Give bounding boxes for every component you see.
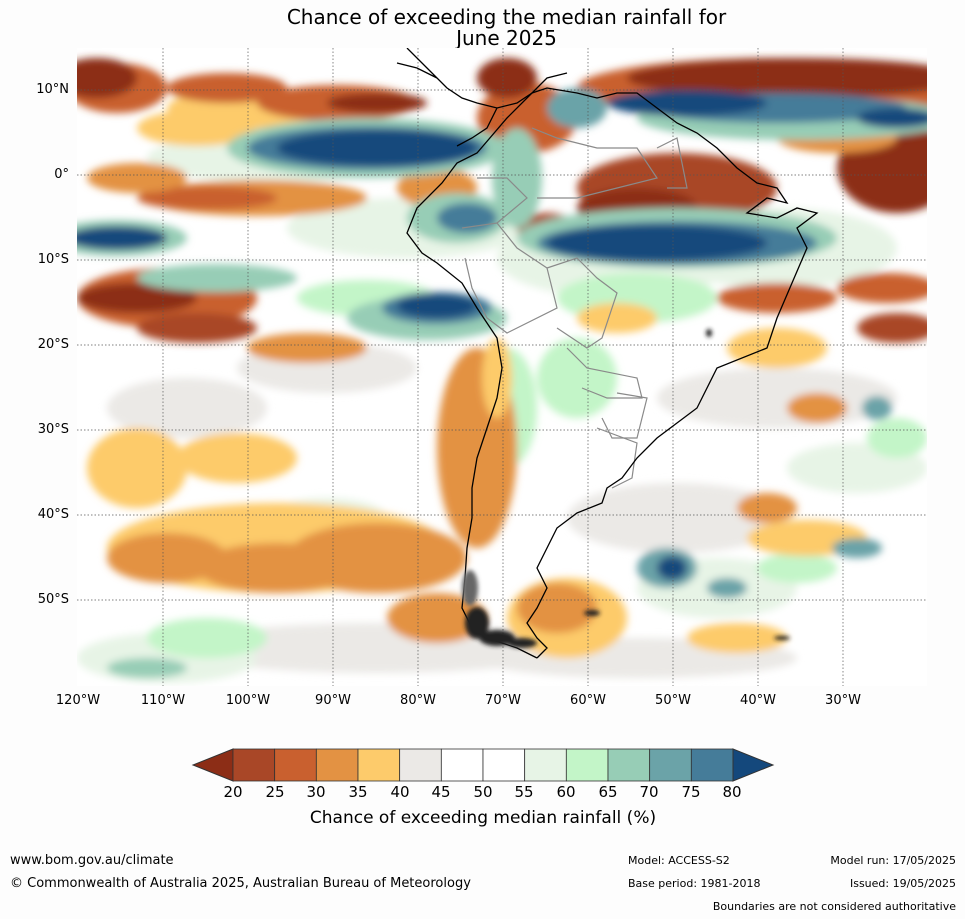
lon-label-100w: 100°W	[225, 693, 271, 708]
rainfall-field	[77, 58, 927, 683]
colorbar-tick-65: 65	[598, 783, 618, 801]
copyright-notice: © Commonwealth of Australia 2025, Austra…	[10, 876, 471, 891]
lat-label-10n: 10°N	[36, 82, 69, 97]
lon-label-30w: 30°W	[825, 693, 861, 708]
colorbar-segment	[482, 748, 526, 782]
base-period: Base period: 1981-2018	[628, 877, 761, 890]
colorbar-tick-60: 60	[556, 783, 576, 801]
map-canvas	[77, 48, 927, 686]
colorbar-segment	[274, 748, 317, 782]
lat-label-10s: 10°S	[37, 252, 69, 267]
colorbar-tick-80: 80	[722, 783, 742, 801]
lon-label-80w: 80°W	[400, 693, 436, 708]
colorbar-tick-45: 45	[431, 783, 451, 801]
lat-label-0: 0°	[54, 167, 69, 182]
model-name: Model: ACCESS-S2	[628, 854, 730, 867]
lon-label-60w: 60°W	[570, 693, 606, 708]
colorbar-segment	[690, 748, 734, 782]
colorbar-segment	[357, 748, 401, 782]
colorbar-segment	[607, 748, 651, 782]
lat-label-30s: 30°S	[37, 422, 69, 437]
colorbar-segment	[232, 748, 276, 782]
colorbar-tick-35: 35	[348, 783, 368, 801]
lon-label-90w: 90°W	[315, 693, 351, 708]
colorbar-segment	[399, 748, 442, 782]
colorbar-segment	[440, 748, 484, 782]
coastline	[396, 48, 819, 659]
lon-label-110w: 110°W	[140, 693, 186, 708]
colorbar-tick-20: 20	[223, 783, 243, 801]
map-title-line-2: June 2025	[456, 26, 557, 50]
boundaries-disclaimer: Boundaries are not considered authoritat…	[712, 900, 956, 913]
colorbar-segment	[524, 748, 567, 782]
graticule	[77, 48, 927, 686]
colorbar-tick-30: 30	[306, 783, 326, 801]
lat-label-50s: 50°S	[37, 592, 69, 607]
map-title-line-1: Chance of exceeding the median rainfall …	[286, 5, 727, 29]
country-boundaries	[461, 127, 688, 489]
colorbar-legend	[191, 748, 775, 782]
model-run-date: Model run: 17/05/2025	[830, 854, 956, 867]
colorbar-arrow-high	[732, 748, 775, 782]
colorbar-segment	[315, 748, 359, 782]
lat-label-20s: 20°S	[37, 337, 69, 352]
lon-label-70w: 70°W	[485, 693, 521, 708]
colorbar-tick-70: 70	[639, 783, 659, 801]
website-link[interactable]: www.bom.gov.au/climate	[10, 853, 174, 868]
colorbar-arrow-low	[191, 748, 234, 782]
lat-label-40s: 40°S	[37, 507, 69, 522]
lon-label-120w: 120°W	[55, 693, 101, 708]
rainfall-probability-map	[77, 48, 927, 686]
colorbar-tick-55: 55	[514, 783, 534, 801]
southern-islands	[462, 329, 790, 648]
colorbar-segment	[649, 748, 692, 782]
colorbar-segment	[565, 748, 609, 782]
issued-date: Issued: 19/05/2025	[849, 877, 956, 890]
lon-label-50w: 50°W	[655, 693, 691, 708]
colorbar-tick-75: 75	[681, 783, 701, 801]
lon-label-40w: 40°W	[740, 693, 776, 708]
colorbar-title: Chance of exceeding median rainfall (%)	[309, 808, 657, 828]
colorbar-tick-25: 25	[265, 783, 285, 801]
colorbar-tick-50: 50	[473, 783, 493, 801]
colorbar-tick-40: 40	[390, 783, 410, 801]
